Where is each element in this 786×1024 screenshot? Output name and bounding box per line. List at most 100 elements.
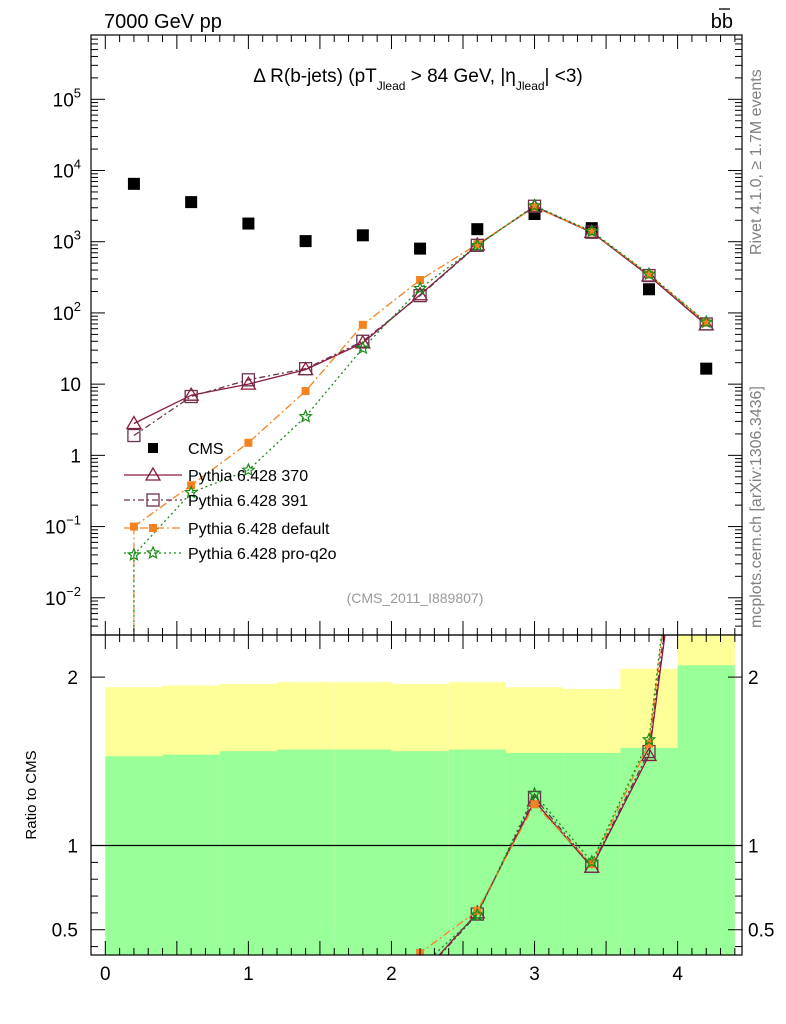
- point-marker: [416, 276, 425, 285]
- y-tick-label: 1: [70, 446, 81, 467]
- point-marker: [470, 238, 485, 252]
- series-line: [133, 205, 707, 437]
- point-marker: [298, 409, 313, 423]
- point-marker: [643, 283, 655, 296]
- data-markers: [125, 177, 715, 561]
- point-marker: [698, 314, 714, 329]
- mc-curves: [133, 205, 707, 635]
- point-marker: [412, 280, 428, 295]
- point-marker: [530, 800, 539, 809]
- point-marker: [145, 545, 161, 560]
- point-marker: [149, 524, 157, 532]
- rivet-label: Rivet 4.1.0, ≥ 1.7M events: [748, 69, 765, 255]
- point-marker: [185, 196, 198, 209]
- y-tick-label: 10−2: [45, 584, 81, 610]
- point-marker: [584, 854, 600, 868]
- uncertainty-band-inner: [677, 665, 735, 955]
- main-panel: 10−2 10−1 1 10 102 103 104 105 Δ R(b-jets) (pTJ…: [45, 34, 743, 636]
- point-marker: [473, 906, 482, 915]
- point-marker: [146, 493, 160, 507]
- energy-label: 7000 GeV pp: [104, 11, 222, 33]
- process-label: bb: [711, 11, 733, 33]
- point-marker: [241, 373, 256, 387]
- uncertainty-band-inner: [162, 754, 220, 955]
- uncertainty-band-inner: [219, 751, 277, 955]
- main-axes: 10−2 10−1 1 10 102 103 104 105: [45, 34, 742, 636]
- y-tick-label: 10−1: [45, 513, 81, 539]
- chart-title: Δ R(b-jets) (pTJlead > 84 GeV, |ηJlead| …: [253, 66, 583, 93]
- point-marker: [702, 318, 711, 327]
- point-marker: [242, 217, 255, 230]
- point-marker: [413, 288, 427, 303]
- point-marker: [587, 227, 596, 236]
- point-marker: [584, 223, 599, 238]
- ratio-y-tick-label-right: 1: [748, 837, 759, 858]
- series-line: [133, 205, 707, 425]
- y-tick-label: 105: [53, 85, 81, 111]
- point-marker: [527, 198, 542, 212]
- point-marker: [640, 747, 658, 762]
- point-marker: [699, 317, 713, 331]
- ratio-series-line: [438, 635, 666, 955]
- point-marker: [356, 229, 369, 242]
- point-marker: [183, 386, 200, 401]
- point-marker: [645, 270, 653, 279]
- ratio-bands: [91, 635, 742, 955]
- uncertainty-band-inner: [448, 749, 506, 955]
- point-marker: [530, 203, 539, 212]
- x-axis: 0 1 2 3 4: [100, 964, 683, 985]
- point-marker: [298, 362, 313, 376]
- point-marker: [183, 485, 199, 499]
- analysis-tag: (CMS_2011_I889807): [347, 590, 484, 606]
- ratio-ylabel: Ratio to CMS: [23, 750, 40, 839]
- main-frame: [90, 34, 743, 636]
- uncertainty-band-inner: [334, 749, 392, 955]
- point-marker: [356, 334, 370, 348]
- legend-label: Pythia 6.428 default: [188, 521, 330, 538]
- ratio-y-tick-label-right: 0.5: [748, 921, 774, 942]
- ratio-y-tick-label-left: 1: [67, 837, 78, 858]
- point-marker: [355, 340, 371, 355]
- ratio-frame: [90, 634, 743, 956]
- ratio-axes: 0.5 0.5 1 1 2 2: [52, 635, 774, 955]
- ratio-y-tick-label-left: 0.5: [52, 921, 78, 942]
- point-marker: [244, 438, 253, 447]
- legend-label: Pythia 6.428 pro-q2o: [188, 546, 337, 563]
- point-marker: [527, 786, 542, 801]
- x-tick-label: 0: [100, 964, 111, 985]
- ratio-y-tick-label-right: 2: [748, 668, 759, 689]
- uncertainty-band-inner: [563, 752, 621, 955]
- legend-label: Pythia 6.428 370: [188, 468, 308, 485]
- point-marker: [144, 466, 162, 481]
- point-marker: [473, 240, 482, 249]
- point-marker: [240, 375, 257, 390]
- point-marker: [129, 522, 138, 531]
- point-marker: [645, 739, 653, 748]
- point-marker: [414, 242, 427, 255]
- point-marker: [125, 415, 143, 430]
- point-marker: [127, 177, 140, 190]
- x-tick-label: 3: [529, 964, 540, 985]
- legend-label: Pythia 6.428 391: [188, 493, 308, 510]
- y-tick-label: 103: [53, 228, 81, 254]
- point-marker: [700, 362, 713, 375]
- point-marker: [470, 907, 485, 922]
- x-tick-label: 4: [672, 964, 683, 985]
- point-marker: [471, 223, 484, 236]
- point-marker: [184, 389, 198, 404]
- y-tick-label: 102: [53, 299, 81, 325]
- point-marker: [127, 428, 141, 443]
- y-tick-label: 104: [53, 157, 81, 183]
- uncertainty-band-inner: [277, 749, 335, 955]
- uncertainty-band-inner: [620, 747, 678, 955]
- ratio-series-line: [432, 635, 663, 955]
- uncertainty-band-inner: [105, 756, 163, 955]
- uncertainty-band-inner: [505, 752, 564, 955]
- point-marker: [299, 235, 312, 248]
- x-tick-label: 2: [386, 964, 397, 985]
- ratio-y-tick-label-left: 2: [67, 668, 78, 689]
- ratio-panel: 0.5 0.5 1 1 2 2 Ratio to CMS: [23, 634, 774, 956]
- y-tick-label: 10: [60, 375, 81, 396]
- point-marker: [148, 443, 158, 453]
